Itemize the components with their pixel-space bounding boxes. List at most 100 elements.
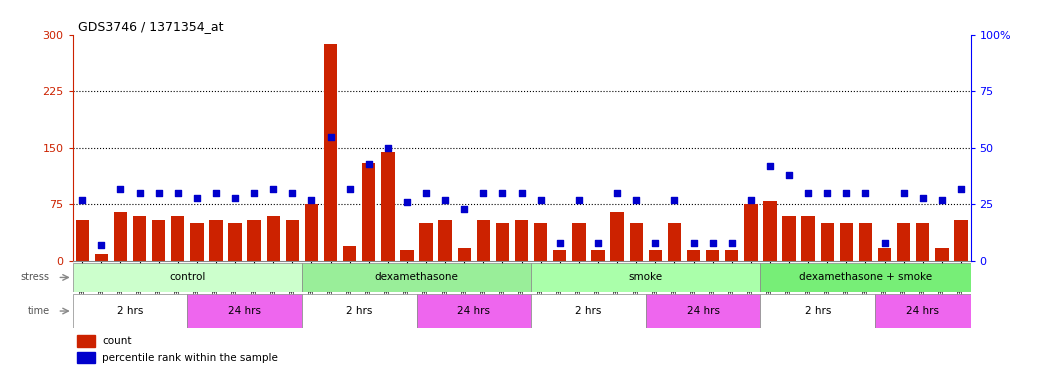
Text: time: time [28, 306, 50, 316]
Bar [531, 294, 646, 328]
Point [705, 240, 721, 246]
Point [590, 240, 606, 246]
Bar [687, 250, 701, 261]
Bar [343, 246, 356, 261]
Text: 2 hrs: 2 hrs [804, 306, 830, 316]
Bar [706, 250, 719, 261]
Point [647, 240, 663, 246]
Text: count: count [103, 336, 132, 346]
Bar [171, 216, 185, 261]
Bar [783, 216, 796, 261]
Point [953, 185, 969, 192]
Point [933, 197, 950, 203]
Bar [305, 205, 318, 261]
Point [876, 240, 893, 246]
Bar [76, 220, 89, 261]
Bar [897, 223, 910, 261]
Bar [875, 294, 971, 328]
Bar [496, 223, 510, 261]
Point [723, 240, 740, 246]
Point [666, 197, 683, 203]
Point [380, 145, 397, 151]
Point [475, 190, 492, 196]
Point [896, 190, 912, 196]
Bar [840, 223, 853, 261]
Point [838, 190, 854, 196]
Text: dexamethasone + smoke: dexamethasone + smoke [799, 272, 932, 283]
Point [74, 197, 90, 203]
Text: 2 hrs: 2 hrs [346, 306, 373, 316]
Bar [878, 248, 892, 261]
Bar [553, 250, 567, 261]
Bar [534, 223, 547, 261]
Bar [476, 220, 490, 261]
Bar [94, 253, 108, 261]
Text: dexamethasone: dexamethasone [375, 272, 459, 283]
Bar [247, 220, 261, 261]
Point [342, 185, 358, 192]
Bar [801, 216, 815, 261]
Point [609, 190, 626, 196]
Point [914, 195, 931, 201]
Point [93, 242, 110, 248]
Text: 2 hrs: 2 hrs [117, 306, 143, 316]
Bar [77, 352, 95, 363]
Bar [228, 223, 242, 261]
Bar [935, 248, 949, 261]
Text: control: control [169, 272, 206, 283]
Point [417, 190, 434, 196]
Bar [629, 223, 643, 261]
Text: smoke: smoke [629, 272, 663, 283]
Point [226, 195, 243, 201]
Point [131, 190, 147, 196]
Point [819, 190, 836, 196]
Text: 24 hrs: 24 hrs [686, 306, 719, 316]
Bar [190, 223, 203, 261]
Point [284, 190, 301, 196]
Bar [419, 223, 433, 261]
Bar [133, 216, 146, 261]
Point [322, 134, 338, 140]
Point [628, 197, 645, 203]
Bar [515, 220, 528, 261]
Bar [858, 223, 872, 261]
Bar [73, 294, 187, 328]
Bar [302, 263, 531, 292]
Point [571, 197, 588, 203]
Bar [763, 201, 776, 261]
Point [208, 190, 224, 196]
Text: 24 hrs: 24 hrs [906, 306, 939, 316]
Bar [73, 263, 302, 292]
Bar [458, 248, 471, 261]
Bar [324, 45, 337, 261]
Bar [401, 250, 414, 261]
Point [762, 163, 778, 169]
Bar [761, 294, 875, 328]
Bar [210, 220, 222, 261]
Point [494, 190, 511, 196]
Bar [761, 263, 971, 292]
Point [532, 197, 549, 203]
Bar [187, 294, 302, 328]
Point [246, 190, 263, 196]
Text: 24 hrs: 24 hrs [228, 306, 262, 316]
Point [399, 199, 415, 205]
Bar [917, 223, 929, 261]
Bar [416, 294, 531, 328]
Bar [114, 212, 127, 261]
Text: 24 hrs: 24 hrs [458, 306, 490, 316]
Bar [592, 250, 605, 261]
Point [112, 185, 129, 192]
Point [685, 240, 702, 246]
Text: 2 hrs: 2 hrs [575, 306, 602, 316]
Text: stress: stress [21, 272, 50, 283]
Bar [726, 250, 738, 261]
Point [189, 195, 206, 201]
Bar [362, 163, 376, 261]
Bar [646, 294, 761, 328]
Point [437, 197, 454, 203]
Point [456, 206, 472, 212]
Bar [649, 250, 662, 261]
Bar [821, 223, 834, 261]
Point [169, 190, 186, 196]
